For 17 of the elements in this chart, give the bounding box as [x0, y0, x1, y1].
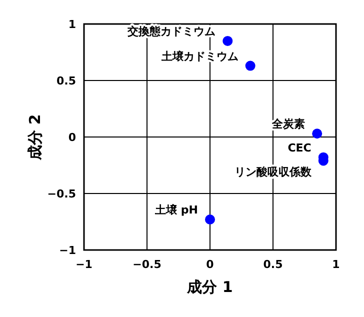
x-tick-label: 0.5 — [263, 258, 283, 271]
y-tick-label: 1 — [68, 18, 76, 31]
y-tick-label: 0.5 — [56, 74, 76, 88]
x-tick-label: 0 — [206, 258, 214, 271]
point — [222, 36, 233, 46]
x-tick-label: 1 — [332, 258, 340, 271]
x-axis-title: 成分 1 — [186, 278, 233, 296]
point — [205, 214, 215, 224]
point — [245, 60, 256, 71]
annotation: 土壌 pH — [154, 203, 198, 216]
x-tick-label: −0.5 — [132, 258, 162, 271]
y-tick-label: −0.5 — [47, 188, 76, 200]
y-tick-label: 0 — [68, 131, 76, 144]
y-axis-title: 成分 2 — [26, 114, 44, 161]
point — [312, 128, 322, 139]
y-tick-label: −1 — [59, 244, 76, 257]
annotation: CEC — [288, 141, 312, 154]
